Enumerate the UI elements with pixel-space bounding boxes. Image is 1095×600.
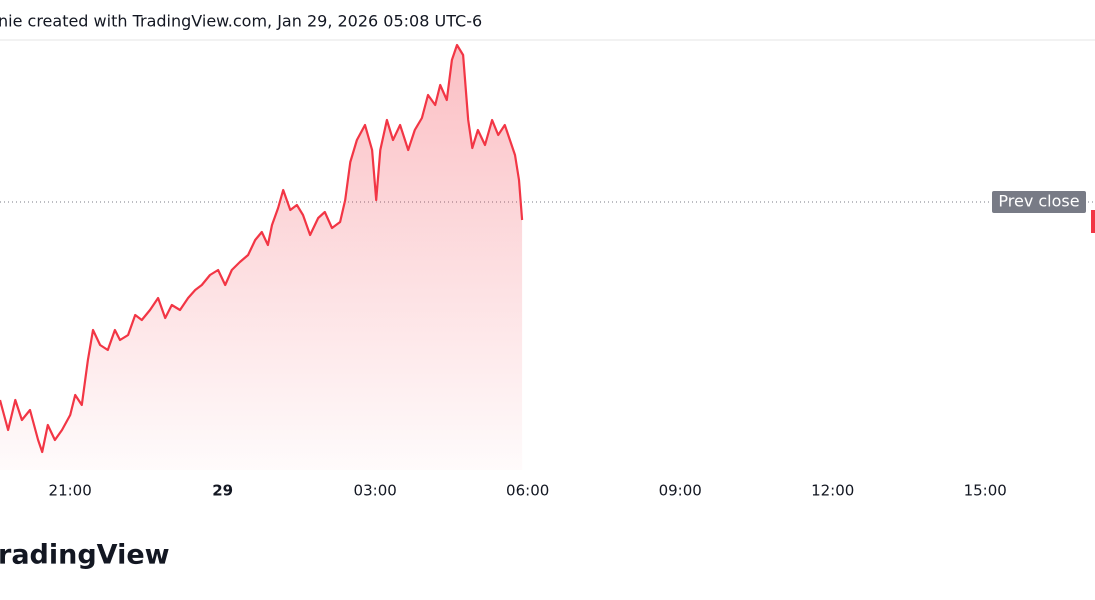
x-tick-label: 03:00 xyxy=(354,482,397,500)
x-tick-label: 29 xyxy=(212,482,233,500)
area-fill xyxy=(0,45,523,470)
x-tick-label: 09:00 xyxy=(659,482,702,500)
x-tick-label: 15:00 xyxy=(964,482,1007,500)
prev-close-badge xyxy=(992,191,1086,213)
prev-close-label: Prev close xyxy=(998,192,1079,211)
x-tick-label: 21:00 xyxy=(49,482,92,500)
header: nie created with TradingView.com, Jan 29… xyxy=(0,12,482,31)
logo: radingView xyxy=(0,540,170,571)
price-line xyxy=(0,43,524,454)
price-label-edge xyxy=(1091,210,1095,233)
x-tick-label: 12:00 xyxy=(811,482,854,500)
x-tick-label: 06:00 xyxy=(506,482,549,500)
